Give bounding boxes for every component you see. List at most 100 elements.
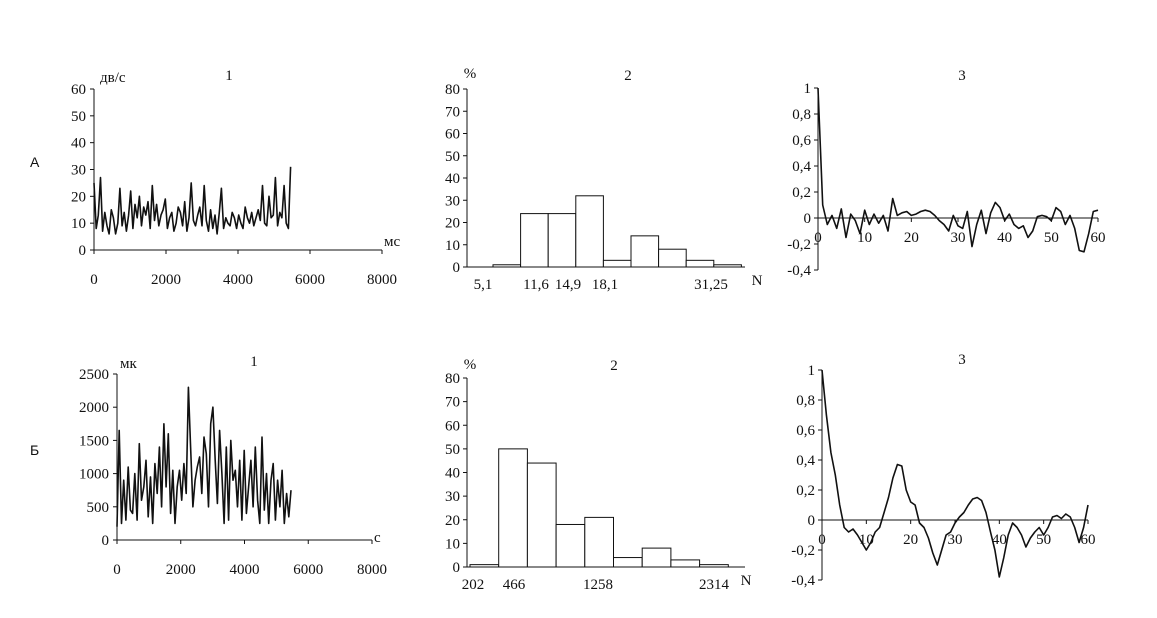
chart-b3-ytick-5: 0 <box>808 513 816 529</box>
chart-b2-xtick-1: 466 <box>503 577 526 593</box>
chart-a2-ytick-1: 10 <box>445 238 460 254</box>
chart-b2-ytick-7: 70 <box>445 395 460 411</box>
chart-b2-title: 2 <box>610 358 618 374</box>
chart-b2-xlabel: N <box>741 573 752 589</box>
chart-b3-title: 3 <box>958 352 966 368</box>
chart-a2-bar-7 <box>685 259 715 268</box>
chart-b3-ytick-6: -0,2 <box>791 543 815 559</box>
chart-b3-ytick-3: 0,4 <box>796 453 815 469</box>
chart-b2-bar-7 <box>670 559 701 568</box>
chart-a3-xtick-4: 40 <box>997 230 1012 246</box>
chart-a2-ytick-4: 40 <box>445 171 460 187</box>
chart-b1-ytick-5: 2500 <box>79 367 109 383</box>
chart-b1-ylabel: мк <box>120 356 137 372</box>
chart-a3-ytick-3: 0,4 <box>792 159 811 175</box>
chart-b2-ytick-1: 10 <box>445 536 460 552</box>
chart-a1-xlabel: мс <box>384 234 400 250</box>
chart-a3-ytick-2: 0,6 <box>792 133 811 149</box>
chart-a1-xtick-3: 6000 <box>295 272 325 288</box>
chart-b3-xtick-0: 0 <box>818 532 826 548</box>
chart-a2-ytick-6: 60 <box>445 127 460 143</box>
chart-a2-bar-4 <box>602 259 632 268</box>
chart-a3-xtick-3: 30 <box>951 230 966 246</box>
chart-a1-ytick-1: 10 <box>71 216 86 232</box>
chart-a3-ytick-7: -0,4 <box>787 263 811 279</box>
chart-a3-title: 3 <box>958 68 966 84</box>
chart-a3-ytick-6: -0,2 <box>787 237 811 253</box>
chart-b1-xtick-2: 4000 <box>230 562 260 578</box>
chart-b1-title: 1 <box>250 354 258 370</box>
chart-b2-ytick-0: 0 <box>453 560 461 576</box>
chart-a3-xtick-1: 10 <box>857 230 872 246</box>
chart-b3-xtick-4: 40 <box>992 532 1007 548</box>
chart-a3-ytick-0: 1 <box>804 81 812 97</box>
chart-b2-ytick-8: 80 <box>445 371 460 387</box>
chart-b2-xtick-3: 2314 <box>699 577 730 593</box>
chart-b1-ytick-2: 1000 <box>79 467 109 483</box>
chart-a3-xtick-0: 0 <box>814 230 822 246</box>
chart-b2-ytick-3: 30 <box>445 489 460 505</box>
chart-a1-xtick-2: 4000 <box>223 272 253 288</box>
chart-b3-ytick-4: 0,2 <box>796 483 815 499</box>
chart-a1-ytick-5: 50 <box>71 109 86 125</box>
chart-b2-bar-3 <box>555 523 586 568</box>
chart-a3-xtick-5: 50 <box>1044 230 1059 246</box>
chart-b3-xtick-5: 50 <box>1036 532 1051 548</box>
chart-b2-bar-1 <box>498 448 528 568</box>
chart-b2-ytick-4: 40 <box>445 466 460 482</box>
chart-a3-ytick-4: 0,2 <box>792 185 811 201</box>
chart-a1-title: 1 <box>225 68 233 84</box>
chart-b2-ylabel: % <box>464 357 477 373</box>
chart-a2-bar-6 <box>658 248 687 268</box>
chart-a1-ylabel: дв/с <box>100 70 126 86</box>
chart-b3-ytick-0: 1 <box>808 363 816 379</box>
chart-b1-series-line <box>116 386 292 527</box>
chart-b1-ytick-0: 0 <box>102 533 110 549</box>
chart-b1-ytick-1: 500 <box>87 500 110 516</box>
chart-a3-series-line <box>817 87 1099 253</box>
chart-a2-xtick-3: 18,1 <box>592 277 618 293</box>
chart-a1-ytick-3: 30 <box>71 163 86 179</box>
chart-a3-xtick-2: 20 <box>904 230 919 246</box>
chart-b2-bar-8 <box>699 564 729 568</box>
chart-a3-ytick-5: 0 <box>804 211 812 227</box>
chart-b2-bar-2 <box>526 462 557 568</box>
chart-a2-ytick-5: 50 <box>445 149 460 165</box>
chart-a1-xtick-4: 8000 <box>367 272 397 288</box>
chart-b3-series-line <box>821 369 1089 578</box>
chart-b3-ytick-2: 0,6 <box>796 423 815 439</box>
chart-b3-ytick-7: -0,4 <box>791 573 815 589</box>
chart-a2-xlabel: N <box>752 273 763 289</box>
chart-a2-xtick-1: 11,6 <box>523 277 549 293</box>
chart-a2-bar-5 <box>630 235 660 268</box>
chart-a1-xtick-1: 2000 <box>151 272 181 288</box>
chart-a2-ytick-2: 20 <box>445 216 460 232</box>
chart-a3-xtick-6: 60 <box>1091 230 1106 246</box>
chart-b1-xtick-1: 2000 <box>166 562 196 578</box>
chart-b2-ytick-2: 20 <box>445 513 460 529</box>
chart-a2-bar-2 <box>547 213 577 268</box>
chart-b2-xtick-2: 1258 <box>583 577 613 593</box>
chart-a2-ytick-3: 30 <box>445 193 460 209</box>
chart-a1-ytick-2: 20 <box>71 189 86 205</box>
chart-b1-ytick-3: 1500 <box>79 433 109 449</box>
chart-b1-xlabel: с <box>374 530 381 546</box>
chart-b2-bar-4 <box>584 516 614 568</box>
chart-b1-xtick-3: 6000 <box>293 562 323 578</box>
chart-a1-ytick-6: 60 <box>71 82 86 98</box>
chart-a2-title: 2 <box>624 68 632 84</box>
chart-a2-xtick-4: 31,25 <box>694 277 728 293</box>
chart-a2-ytick-0: 0 <box>453 260 461 276</box>
chart-a1-ytick-0: 0 <box>79 243 87 259</box>
chart-a1-ytick-4: 40 <box>71 136 86 152</box>
chart-a2-ytick-7: 70 <box>445 104 460 120</box>
chart-b2-bar-6 <box>641 547 672 568</box>
row-label-b: Б <box>30 442 39 458</box>
chart-b2-bar-5 <box>613 557 643 568</box>
chart-b1-ytick-4: 2000 <box>79 400 109 416</box>
chart-b2-ytick-5: 50 <box>445 442 460 458</box>
chart-a2-bar-3 <box>575 195 604 268</box>
chart-a2-ylabel: % <box>464 66 477 82</box>
chart-a2-xtick-2: 14,9 <box>555 277 581 293</box>
